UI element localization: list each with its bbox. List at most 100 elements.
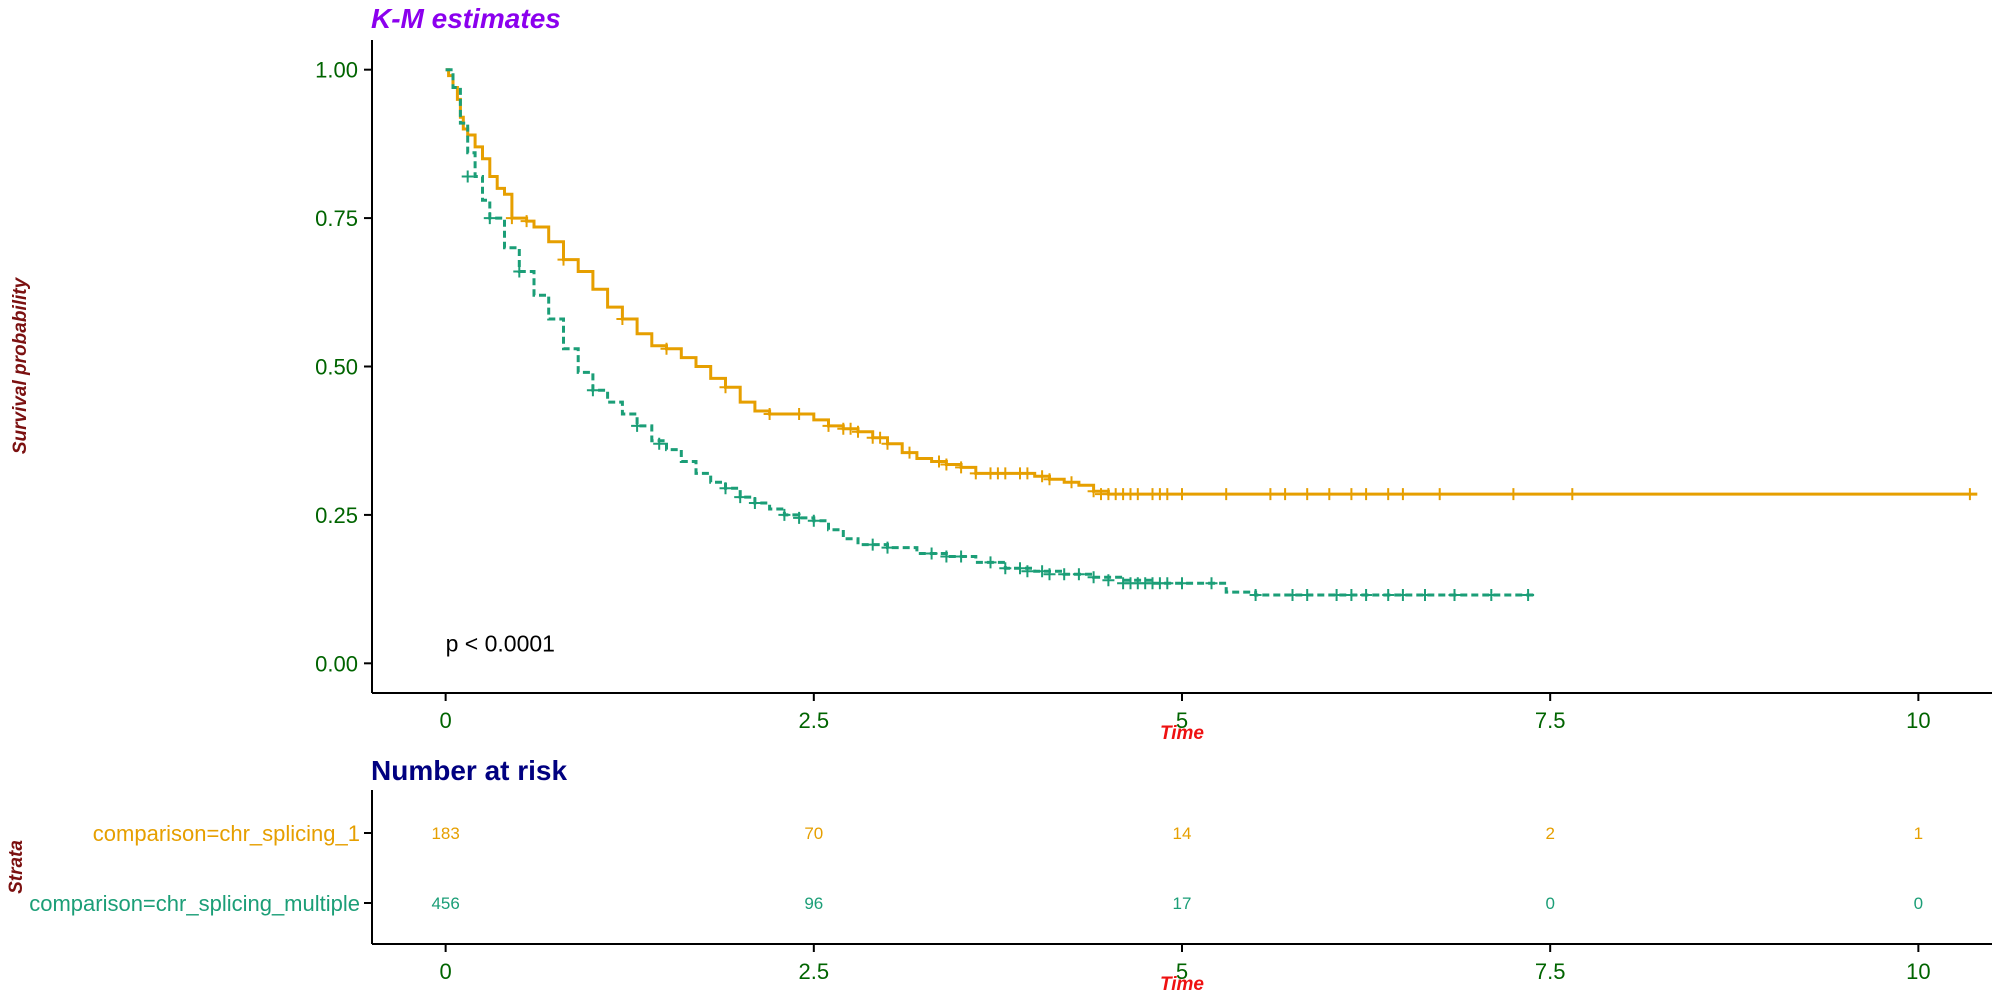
km-x-tick-label: 10 — [1906, 708, 1930, 733]
risk-count-cell: 14 — [1173, 824, 1192, 843]
km-censor-mark-series-1 — [1220, 488, 1233, 501]
km-censor-mark-series-1 — [955, 461, 968, 474]
risk-count-cell: 2 — [1545, 824, 1554, 843]
km-censor-mark-series-2 — [999, 562, 1012, 575]
km-censor-mark-series-1 — [1176, 488, 1188, 501]
km-censor-mark-series-1 — [1323, 488, 1336, 501]
km-censor-mark-series-1 — [1360, 488, 1373, 501]
risk-y-axis-title: Strata — [6, 840, 27, 894]
km-censor-mark-series-1 — [1345, 488, 1358, 501]
risk-count-cell: 183 — [431, 824, 459, 843]
km-censor-mark-series-1 — [1264, 488, 1277, 501]
km-censor-mark-series-2 — [1330, 589, 1343, 601]
km-censor-mark-series-2 — [866, 538, 879, 551]
km-censor-mark-series-2 — [955, 550, 968, 563]
km-censor-mark-series-1 — [1087, 485, 1100, 498]
km-censor-mark-series-2 — [1419, 589, 1431, 601]
risk-count-cell: 0 — [1914, 894, 1923, 913]
risk-x-tick-label: 2.5 — [799, 959, 830, 984]
km-censor-mark-series-1 — [505, 212, 518, 225]
risk-x-tick-label: 0 — [440, 959, 452, 984]
km-censor-mark-series-1 — [1301, 488, 1314, 501]
km-censor-mark-series-2 — [793, 511, 806, 524]
km-curve-series-1 — [445, 68, 1978, 496]
km-x-axis-title: Time — [1160, 723, 1204, 744]
km-x-tick-label: 0 — [440, 708, 452, 733]
risk-row-label: comparison=chr_splicing_multiple — [29, 891, 360, 916]
km-censor-mark-series-2 — [984, 556, 997, 569]
km-censor-mark-series-2 — [631, 419, 644, 432]
km-censor-mark-series-1 — [903, 446, 916, 459]
km-x-tick-label: 2.5 — [799, 708, 830, 733]
km-censor-mark-series-2 — [881, 541, 894, 554]
km-censor-mark-series-1 — [1433, 488, 1446, 501]
km-x-tick-label: 5 — [1176, 708, 1188, 733]
km-censor-mark-series-2 — [748, 497, 761, 509]
km-censor-mark-series-1 — [1021, 467, 1034, 480]
km-censor-mark-series-2 — [1360, 589, 1373, 601]
km-censor-mark-series-2 — [719, 482, 732, 495]
km-y-tick-label: 0.25 — [315, 503, 358, 528]
km-censor-mark-series-2 — [1205, 577, 1218, 590]
km-title: K-M estimates — [371, 3, 561, 34]
risk-count-cell: 456 — [431, 894, 459, 913]
km-censor-mark-series-2 — [483, 212, 496, 225]
km-censor-mark-series-1 — [874, 431, 887, 444]
km-censor-mark-series-2 — [1448, 589, 1461, 601]
km-censor-mark-series-2 — [1161, 577, 1174, 590]
km-censor-mark-series-2 — [1087, 571, 1100, 584]
km-censor-mark-series-2 — [778, 508, 791, 521]
km-censor-mark-series-2 — [1396, 589, 1409, 601]
km-censor-mark-series-2 — [1036, 565, 1049, 578]
km-y-tick-label: 0.50 — [315, 355, 358, 380]
km-censor-mark-series-1 — [881, 437, 894, 450]
km-censor-mark-series-1 — [1382, 488, 1395, 501]
km-censor-mark-series-1 — [1065, 476, 1078, 489]
km-censor-mark-series-2 — [1102, 574, 1115, 587]
km-curve-series-2 — [445, 68, 1536, 597]
risk-table-title: Number at risk — [371, 755, 567, 786]
risk-count-cell: 1 — [1914, 824, 1923, 843]
km-censor-mark-series-1 — [999, 467, 1012, 480]
km-y-tick-label: 0.00 — [315, 651, 358, 676]
km-y-axis-title: Survival probability — [10, 276, 31, 454]
km-censor-mark-series-2 — [1058, 568, 1071, 581]
km-censor-mark-series-1 — [793, 408, 806, 420]
km-y-tick-label: 1.00 — [315, 58, 358, 83]
km-censor-mark-series-1 — [1043, 473, 1056, 486]
km-censor-mark-series-1 — [520, 215, 533, 228]
km-censor-mark-series-2 — [1249, 589, 1262, 601]
km-p-value-annotation: p < 0.0001 — [446, 630, 555, 656]
km-censor-mark-series-2 — [461, 170, 474, 183]
km-censor-mark-series-1 — [1566, 488, 1579, 501]
km-censor-mark-series-1 — [822, 419, 835, 432]
km-censor-mark-series-2 — [1301, 589, 1314, 601]
km-censor-mark-series-1 — [557, 253, 570, 266]
risk-x-tick-label: 5 — [1176, 959, 1188, 984]
risk-count-cell: 17 — [1173, 894, 1192, 913]
km-censor-mark-series-1 — [719, 381, 732, 394]
km-censor-mark-series-2 — [1021, 565, 1034, 578]
km-censor-mark-series-1 — [940, 458, 953, 471]
km-censor-mark-series-2 — [1176, 577, 1188, 590]
km-x-tick-label: 7.5 — [1535, 708, 1566, 733]
km-censor-mark-series-1 — [933, 455, 945, 468]
km-censor-mark-series-1 — [616, 313, 629, 325]
km-censor-mark-series-2 — [1014, 562, 1026, 575]
km-censor-mark-series-1 — [1161, 488, 1174, 501]
km-y-tick-label: 0.75 — [315, 206, 358, 231]
km-censor-mark-series-2 — [1382, 589, 1395, 601]
km-censor-mark-series-2 — [925, 547, 938, 560]
km-censor-mark-series-1 — [844, 422, 857, 435]
km-censor-mark-series-2 — [807, 514, 820, 527]
km-censor-mark-series-2 — [734, 491, 747, 504]
km-censor-mark-series-1 — [763, 408, 776, 420]
km-censor-mark-series-1 — [852, 425, 864, 438]
risk-count-cell: 0 — [1545, 894, 1554, 913]
km-censor-mark-series-2 — [513, 265, 526, 278]
km-censor-mark-series-1 — [1396, 488, 1409, 501]
risk-row-label: comparison=chr_splicing_1 — [93, 821, 360, 846]
risk-count-cell: 70 — [804, 824, 823, 843]
